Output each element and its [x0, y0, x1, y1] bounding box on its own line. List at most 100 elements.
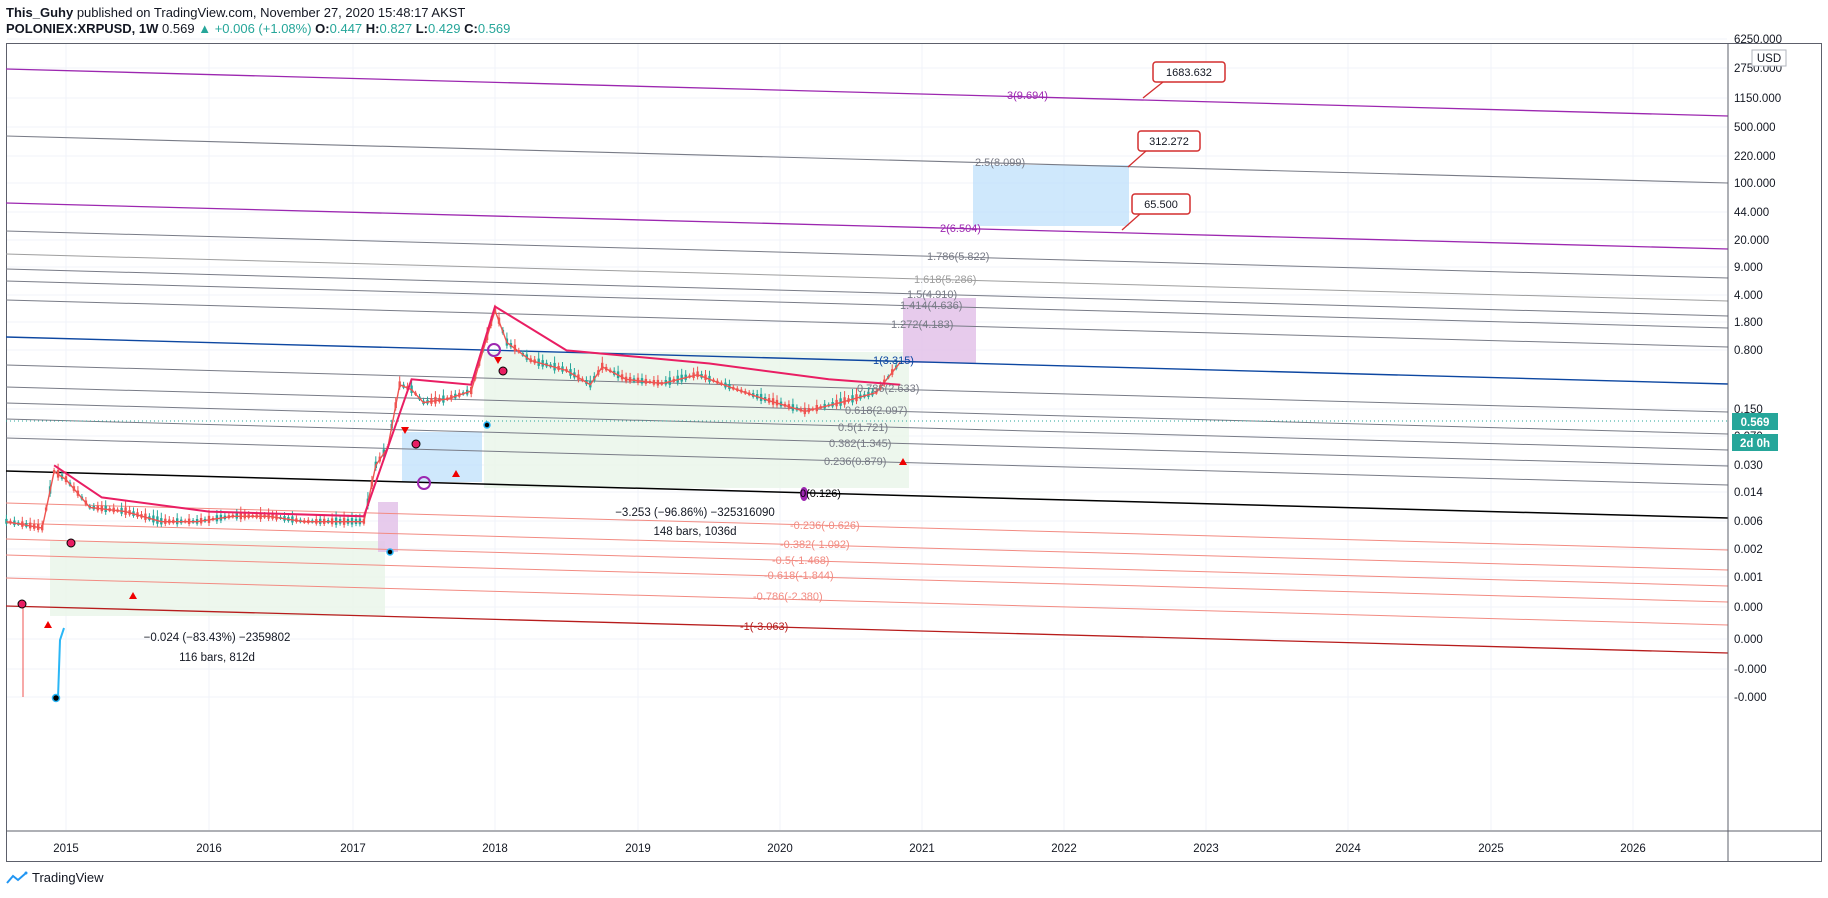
price-tick-label: -0.000	[1734, 692, 1767, 704]
price-tick-label: 20.000	[1734, 235, 1769, 247]
author-name[interactable]: This_Guhy	[6, 5, 74, 20]
price-tick-label: 100.000	[1734, 178, 1776, 190]
published-text: published on TradingView.com, November 2…	[76, 5, 466, 20]
arrow-up-2015	[129, 592, 137, 599]
fib-line-2	[5, 202, 1729, 250]
callout-3[interactable]: 65.500	[1121, 193, 1191, 231]
target-box-purple	[903, 298, 976, 363]
fib-label-neg-0-786: -0.786(-2.380)	[753, 591, 823, 603]
tradingview-footer[interactable]: TradingView	[6, 870, 104, 885]
fib-label-1-786: 1.786(5.822)	[927, 251, 989, 263]
time-axis[interactable]: 2015 2016 2017 2018 2019 2020 2021 2022 2023 2024…	[53, 843, 1646, 855]
price-tick-label: 6250.000	[1734, 34, 1782, 46]
fib-label-neg-0-618: -0.618(-1.844)	[764, 570, 834, 582]
price-tick-label: 500.000	[1734, 122, 1776, 134]
fib-label-0-5: 0.5(1.721)	[838, 422, 888, 434]
callout-2-text: 312.272	[1149, 136, 1189, 148]
symbol-line: POLONIEX:XRPUSD, 1W 0.569 ▲ +0.006 (+1.0…	[6, 21, 510, 36]
fib-label-2-5: 2.5(8.099)	[975, 157, 1025, 169]
price-tick-label: 0.000	[1734, 602, 1763, 614]
time-tick-label: 2022	[1051, 843, 1077, 855]
low-marker-2020[interactable]	[800, 487, 808, 501]
high-value: 0.827	[379, 21, 413, 36]
marker-2015-top[interactable]	[66, 538, 76, 548]
fib-line-1-5	[5, 268, 1729, 317]
tradingview-brand: TradingView	[32, 870, 104, 885]
fib-label-0-382: 0.382(1.345)	[829, 438, 891, 450]
marker-2017-top[interactable]	[411, 439, 421, 449]
callout-1[interactable]: 1683.632	[1142, 61, 1226, 99]
price-tick-label: 0.000	[1734, 634, 1763, 646]
marker-2014[interactable]	[17, 599, 27, 609]
callout-2[interactable]: 312.272	[1127, 130, 1201, 168]
fib-line-2-5	[5, 135, 1729, 184]
price-tick-label: 44.000	[1734, 207, 1769, 219]
fib-line-1-618	[5, 253, 1729, 302]
fib-label-1-272: 1.272(4.183)	[891, 319, 953, 331]
time-tick-label: 2021	[909, 843, 935, 855]
fib-label-1-414: 1.414(4.636)	[900, 300, 962, 312]
marker-2017-pre[interactable]	[386, 548, 394, 556]
open-label: O:	[315, 21, 330, 36]
price-line	[6, 308, 901, 529]
fib-line-0-382	[5, 418, 1729, 467]
open-value: 0.447	[329, 21, 363, 36]
arrow-down-2017	[401, 427, 409, 434]
time-tick-label: 2024	[1335, 843, 1361, 855]
moving-average-line	[53, 304, 901, 518]
callout-1-text: 1683.632	[1166, 67, 1212, 79]
currency-box[interactable]	[1751, 49, 1787, 67]
last-price: 0.569	[162, 21, 195, 36]
current-price-tag	[1732, 413, 1778, 430]
fib-line-1-786	[5, 230, 1729, 279]
time-tick-label: 2016	[196, 843, 222, 855]
price-tick-label: 1150.000	[1734, 93, 1781, 105]
chart-frame[interactable]	[6, 43, 1822, 862]
fib-label-neg-0-382: -0.382(-1.092)	[780, 539, 850, 551]
pink-box-2017	[378, 502, 398, 552]
measure-2015-change: −0.024 (−83.43%) −2359802	[144, 632, 291, 644]
fib-lines	[5, 68, 1729, 654]
fib-label-1-5: 1.5(4.910)	[907, 289, 957, 301]
fib-line-1	[5, 336, 1729, 385]
fib-label-3: 3(9.694)	[1007, 90, 1048, 102]
time-tick-label: 2023	[1193, 843, 1219, 855]
peak-circle-2018[interactable]	[487, 343, 501, 357]
countdown-text: 2d 0h	[1740, 438, 1770, 450]
low-circle-2017[interactable]	[417, 476, 431, 490]
fib-line-0-5	[5, 402, 1729, 451]
time-tick-label: 2018	[482, 843, 508, 855]
fib-line-neg-0-5	[5, 538, 1729, 587]
time-tick-label: 2020	[767, 843, 793, 855]
fib-line-neg-0-786	[5, 577, 1729, 626]
blue-box-2017	[402, 432, 482, 482]
price-tick-label: 0.014	[1734, 487, 1763, 499]
price-tick-label: 0.800	[1734, 345, 1763, 357]
symbol-name[interactable]: POLONIEX:XRPUSD, 1W	[6, 21, 159, 36]
marker-2018-top[interactable]	[498, 366, 508, 376]
fib-label-2: 2(6.504)	[940, 223, 981, 235]
marker-2017-end[interactable]	[483, 421, 491, 429]
price-tick-label: 0.030	[1734, 460, 1763, 472]
callout-3-text: 65.500	[1144, 199, 1178, 211]
price-axis[interactable]: 6250.0002750.0001150.000500.000220.00010…	[1734, 34, 1782, 704]
close-value: 0.569	[477, 21, 511, 36]
fib-line-neg-0-618	[5, 554, 1729, 603]
fib-line-0-236	[5, 437, 1729, 486]
close-label: C:	[464, 21, 478, 36]
price-tick-label: 0.001	[1734, 572, 1763, 584]
current-price-text: 0.569	[1741, 417, 1770, 429]
arrow-up-2014	[44, 621, 52, 628]
candle-body	[5, 518, 8, 524]
low-label: L:	[415, 21, 428, 36]
fib-label-1-618: 1.618(5.286)	[914, 274, 976, 286]
time-tick-label: 2026	[1620, 843, 1646, 855]
fib-label-0-236: 0.236(0.879)	[824, 456, 886, 468]
low-marker[interactable]	[51, 693, 61, 703]
price-change: ▲ +0.006 (+1.08%)	[198, 21, 312, 36]
low-value: 0.429	[427, 21, 461, 36]
time-tick-label: 2019	[625, 843, 651, 855]
fib-label-0: 0(0.126)	[800, 488, 841, 500]
currency-label: USD	[1757, 53, 1781, 65]
